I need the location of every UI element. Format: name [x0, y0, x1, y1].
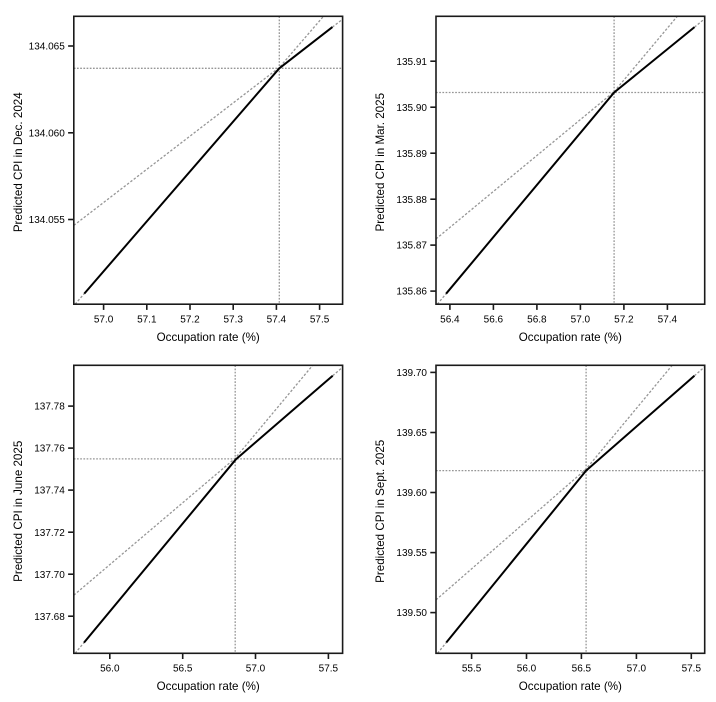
svg-text:57.5: 57.5	[682, 664, 702, 675]
svg-text:Occupation rate (%): Occupation rate (%)	[519, 331, 622, 344]
svg-text:139.65: 139.65	[396, 428, 427, 439]
svg-text:134.065: 134.065	[29, 42, 66, 53]
svg-text:57.2: 57.2	[180, 315, 200, 326]
svg-text:139.55: 139.55	[396, 548, 427, 559]
svg-text:139.50: 139.50	[396, 608, 427, 619]
svg-text:57.0: 57.0	[627, 664, 647, 675]
svg-text:137.70: 137.70	[34, 570, 65, 581]
svg-text:135.88: 135.88	[396, 195, 427, 206]
svg-text:135.91: 135.91	[396, 57, 427, 68]
svg-text:57.5: 57.5	[310, 315, 330, 326]
svg-text:56.5: 56.5	[572, 664, 592, 675]
svg-text:135.86: 135.86	[396, 287, 427, 298]
svg-text:57.0: 57.0	[246, 664, 266, 675]
svg-text:137.78: 137.78	[34, 402, 65, 413]
svg-text:56.8: 56.8	[527, 315, 547, 326]
svg-text:139.70: 139.70	[396, 368, 427, 379]
svg-text:57.1: 57.1	[137, 315, 157, 326]
svg-text:57.4: 57.4	[267, 315, 287, 326]
svg-text:57.5: 57.5	[319, 664, 339, 675]
svg-text:Occupation rate (%): Occupation rate (%)	[157, 680, 260, 693]
svg-text:135.90: 135.90	[396, 103, 427, 114]
svg-text:137.76: 137.76	[34, 444, 65, 455]
svg-text:57.0: 57.0	[571, 315, 591, 326]
svg-text:Predicted CPI in Dec. 2024: Predicted CPI in Dec. 2024	[12, 92, 25, 232]
svg-text:Predicted CPI in Sept. 2025: Predicted CPI in Sept. 2025	[374, 440, 387, 583]
svg-text:134.060: 134.060	[29, 128, 66, 139]
svg-text:57.3: 57.3	[223, 315, 243, 326]
svg-text:139.60: 139.60	[396, 488, 427, 499]
svg-text:Predicted CPI in June 2025: Predicted CPI in June 2025	[12, 441, 25, 582]
svg-text:135.89: 135.89	[396, 149, 427, 160]
svg-text:137.72: 137.72	[34, 528, 65, 539]
svg-text:Occupation rate (%): Occupation rate (%)	[157, 331, 260, 344]
svg-text:56.6: 56.6	[484, 315, 504, 326]
svg-text:137.74: 137.74	[34, 486, 65, 497]
svg-text:56.5: 56.5	[173, 664, 193, 675]
svg-text:55.5: 55.5	[462, 664, 482, 675]
svg-text:56.4: 56.4	[440, 315, 460, 326]
svg-text:57.4: 57.4	[658, 315, 678, 326]
svg-text:Occupation rate (%): Occupation rate (%)	[519, 680, 622, 693]
svg-text:135.87: 135.87	[396, 241, 427, 252]
svg-text:137.68: 137.68	[34, 612, 65, 623]
svg-text:56.0: 56.0	[517, 664, 537, 675]
svg-text:56.0: 56.0	[100, 664, 120, 675]
svg-text:57.2: 57.2	[614, 315, 634, 326]
svg-text:Predicted CPI in Mar. 2025: Predicted CPI in Mar. 2025	[374, 93, 387, 232]
svg-text:134.055: 134.055	[29, 215, 66, 226]
svg-text:57.0: 57.0	[94, 315, 114, 326]
